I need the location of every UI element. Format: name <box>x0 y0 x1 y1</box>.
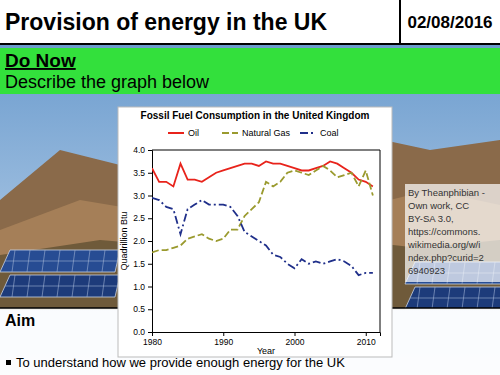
y-tick-mark <box>148 287 152 288</box>
y-tick-label: 1.0 <box>133 282 145 292</box>
attribution-line: wikimedia.org/w/i <box>407 239 480 250</box>
chart-background <box>118 107 392 357</box>
x-tick: 2000 <box>286 332 305 347</box>
plot-lines <box>152 161 373 275</box>
y-tick: 0.5 <box>133 304 152 314</box>
y-tick-mark <box>148 173 152 174</box>
y-tick-mark <box>148 196 152 197</box>
plot-frame <box>152 150 380 151</box>
legend-swatch <box>222 132 238 134</box>
x-axis: 1980 1990 2000 2010 <box>143 332 380 347</box>
x-tick-label: 2000 <box>286 337 305 347</box>
panel-line <box>5 286 118 287</box>
solar-panel <box>0 275 120 297</box>
chart: Fossil Fuel Consumption in the United Ki… <box>118 107 392 357</box>
attribution-line: https://commons. <box>408 226 480 237</box>
y-tick-label: 1.5 <box>133 259 145 269</box>
x-tick-mark <box>223 332 224 336</box>
x-tick: 2010 <box>357 332 376 347</box>
y-tick-mark <box>148 218 152 219</box>
panel-line <box>5 261 118 262</box>
do-now-text: Describe the graph below <box>5 72 210 92</box>
legend-swatch <box>168 132 184 134</box>
panel-line <box>410 298 500 299</box>
slide-date: 02/08/2016 <box>407 13 492 32</box>
plot-frame <box>380 150 381 332</box>
x-axis-title: Year <box>257 346 275 356</box>
y-tick: 3.0 <box>133 191 152 201</box>
attribution-line: ndex.php?curid=2 <box>408 252 484 263</box>
y-tick-label: 2.0 <box>133 236 145 246</box>
do-now-band <box>0 48 500 94</box>
legend-label: Natural Gas <box>242 128 291 138</box>
x-tick: 1990 <box>214 332 233 347</box>
solar-panel <box>405 287 500 309</box>
x-axis-line <box>153 333 381 337</box>
y-tick: 4.0 <box>133 145 152 155</box>
attribution-line: By Theanphibian - <box>408 187 485 198</box>
series-line <box>152 198 373 275</box>
attribution-box <box>405 184 500 282</box>
y-axis: 0.0 0.5 1.0 1.5 2.0 2.5 3.0 3.5 4.0 <box>133 145 152 337</box>
y-tick-label: 2.5 <box>133 213 145 223</box>
x-tick-label: 2010 <box>357 337 376 347</box>
y-tick-label: 3.5 <box>133 168 145 178</box>
y-tick-mark <box>148 150 152 151</box>
y-tick: 1.0 <box>133 282 152 292</box>
bullet <box>6 360 11 365</box>
y-tick: 2.5 <box>133 213 152 223</box>
y-tick-mark <box>148 309 152 310</box>
chart-title: Fossil Fuel Consumption in the United Ki… <box>141 110 370 121</box>
legend: Oil Natural Gas Coal <box>168 128 339 138</box>
attribution-line: 6940923 <box>408 265 445 276</box>
y-tick-label: 4.0 <box>133 145 145 155</box>
y-tick-label: 0.0 <box>133 327 145 337</box>
y-tick: 1.5 <box>133 259 152 269</box>
y-tick-label: 3.0 <box>133 191 145 201</box>
x-tick: 1980 <box>143 332 162 347</box>
y-tick-mark <box>148 264 152 265</box>
legend-label: Oil <box>188 128 199 138</box>
y-tick: 2.0 <box>133 236 152 246</box>
x-tick-label: 1990 <box>214 337 233 347</box>
x-tick-mark <box>152 332 153 336</box>
header-band <box>0 0 500 44</box>
header-rule <box>0 43 500 45</box>
x-tick-mark <box>366 332 367 336</box>
attribution-line: BY-SA 3.0, <box>408 213 454 224</box>
header-divider <box>399 0 401 44</box>
slide-title: Provision of energy in the UK <box>5 9 327 35</box>
series-line <box>152 161 373 186</box>
x-tick-label: 1980 <box>143 337 162 347</box>
legend-label: Coal <box>320 128 339 138</box>
slide: Provision of energy in the UK 02/08/2016 D… <box>0 0 500 375</box>
y-tick: 0.0 <box>133 327 152 337</box>
do-now-heading: Do Now <box>5 50 76 71</box>
attribution-line: Own work, CC <box>408 200 469 211</box>
series-line <box>152 166 373 252</box>
legend-swatch <box>300 132 316 134</box>
y-tick-mark <box>148 241 152 242</box>
x-tick-mark <box>295 332 296 336</box>
y-tick-label: 0.5 <box>133 304 145 314</box>
aim-heading: Aim <box>5 312 35 329</box>
y-tick-mark <box>148 332 152 333</box>
y-axis-line <box>148 151 153 333</box>
y-tick: 3.5 <box>133 168 152 178</box>
solar-panel <box>0 250 120 272</box>
sky <box>0 0 500 375</box>
y-axis-title: Quadrillion Btu <box>119 211 129 270</box>
